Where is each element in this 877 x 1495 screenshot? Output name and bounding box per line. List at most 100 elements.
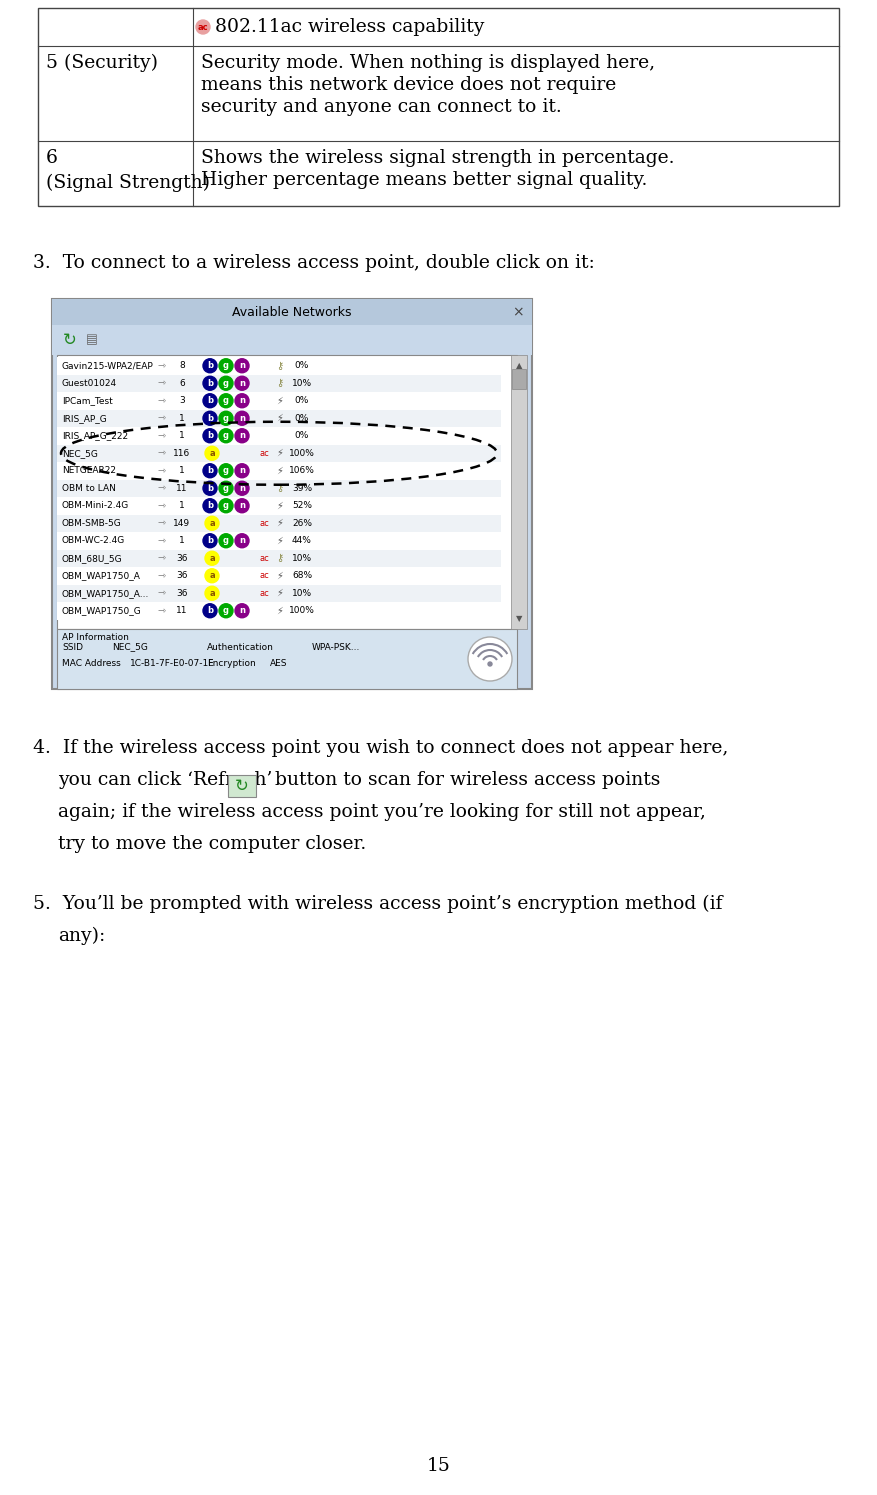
Bar xyxy=(57,532,501,550)
Text: ⇾: ⇾ xyxy=(158,588,166,598)
Text: OBM to LAN: OBM to LAN xyxy=(62,484,116,493)
Text: Authentication: Authentication xyxy=(207,643,274,652)
Circle shape xyxy=(219,604,233,617)
Bar xyxy=(57,567,501,585)
Text: 1: 1 xyxy=(179,414,185,423)
Bar xyxy=(57,428,501,444)
Text: ⚡: ⚡ xyxy=(276,519,283,528)
Bar xyxy=(512,369,526,389)
Text: 4.  If the wireless access point you wish to connect does not appear here,: 4. If the wireless access point you wish… xyxy=(33,739,729,756)
Circle shape xyxy=(235,359,249,372)
Text: b: b xyxy=(207,378,213,387)
Circle shape xyxy=(235,604,249,617)
Bar xyxy=(57,444,501,462)
Text: OBM_WAP1750_A: OBM_WAP1750_A xyxy=(62,571,141,580)
Circle shape xyxy=(219,411,233,425)
Text: IPCam_Test: IPCam_Test xyxy=(62,396,113,405)
Bar xyxy=(57,392,501,410)
Text: OBM_68U_5G: OBM_68U_5G xyxy=(62,553,123,562)
Text: ⚡: ⚡ xyxy=(276,448,283,459)
Text: button to scan for wireless access points: button to scan for wireless access point… xyxy=(263,771,660,789)
Text: 11: 11 xyxy=(176,607,188,616)
Text: means this network device does not require: means this network device does not requi… xyxy=(201,76,617,94)
Text: ⇾: ⇾ xyxy=(158,413,166,423)
Text: 5 (Security): 5 (Security) xyxy=(46,54,158,72)
Text: 3: 3 xyxy=(179,396,185,405)
Text: 10%: 10% xyxy=(292,378,312,387)
Text: NETGEAR22: NETGEAR22 xyxy=(62,466,116,475)
Text: IRIS_AP_G_222: IRIS_AP_G_222 xyxy=(62,431,128,440)
Text: ⚡: ⚡ xyxy=(276,466,283,475)
Text: 0%: 0% xyxy=(295,396,310,405)
Circle shape xyxy=(235,377,249,390)
Circle shape xyxy=(203,604,217,617)
Text: g: g xyxy=(223,501,229,510)
Bar xyxy=(57,514,501,532)
Circle shape xyxy=(203,393,217,408)
Bar xyxy=(57,496,501,514)
Text: ⇾: ⇾ xyxy=(158,448,166,459)
Text: 15: 15 xyxy=(426,1458,451,1476)
Text: g: g xyxy=(223,414,229,423)
Text: ⇾: ⇾ xyxy=(158,360,166,371)
Text: ⇾: ⇾ xyxy=(158,519,166,528)
Text: n: n xyxy=(239,414,245,423)
Text: n: n xyxy=(239,607,245,616)
Text: ⚷: ⚷ xyxy=(276,483,283,493)
Circle shape xyxy=(219,499,233,513)
Text: n: n xyxy=(239,362,245,371)
Text: AP Information: AP Information xyxy=(62,632,129,641)
Circle shape xyxy=(235,499,249,513)
Text: 44%: 44% xyxy=(292,537,312,546)
Text: security and anyone can connect to it.: security and anyone can connect to it. xyxy=(201,99,562,117)
Text: 1: 1 xyxy=(179,501,185,510)
Text: ⇾: ⇾ xyxy=(158,571,166,580)
Text: ac: ac xyxy=(197,22,209,31)
Text: g: g xyxy=(223,607,229,616)
Text: b: b xyxy=(207,607,213,616)
Text: 10%: 10% xyxy=(292,553,312,562)
Text: WPA-PSK...: WPA-PSK... xyxy=(312,643,360,652)
Text: b: b xyxy=(207,537,213,546)
Text: 1C-B1-7F-E0-07-1F: 1C-B1-7F-E0-07-1F xyxy=(130,658,214,667)
Text: ⇾: ⇾ xyxy=(158,535,166,546)
Text: NEC_5G: NEC_5G xyxy=(62,448,98,457)
Text: a: a xyxy=(210,519,215,528)
Text: Guest01024: Guest01024 xyxy=(62,378,118,387)
Text: n: n xyxy=(239,396,245,405)
Text: Higher percentage means better signal quality.: Higher percentage means better signal qu… xyxy=(201,170,647,188)
Text: ⚡: ⚡ xyxy=(276,501,283,511)
Text: 5.  You’ll be prompted with wireless access point’s encryption method (if: 5. You’ll be prompted with wireless acce… xyxy=(33,896,723,913)
Text: ⇾: ⇾ xyxy=(158,431,166,441)
Text: ⇾: ⇾ xyxy=(158,466,166,475)
Text: ⚷: ⚷ xyxy=(276,360,283,371)
Text: ⚡: ⚡ xyxy=(276,413,283,423)
Text: ×: × xyxy=(512,305,524,318)
Text: ⇾: ⇾ xyxy=(158,553,166,564)
Text: 0%: 0% xyxy=(295,414,310,423)
Text: 52%: 52% xyxy=(292,501,312,510)
Bar xyxy=(57,354,517,629)
Text: 0%: 0% xyxy=(295,362,310,371)
Circle shape xyxy=(219,377,233,390)
Bar xyxy=(57,602,501,619)
Circle shape xyxy=(203,463,217,478)
Text: ac: ac xyxy=(259,553,269,562)
Circle shape xyxy=(205,586,219,601)
Text: ⚡: ⚡ xyxy=(276,605,283,616)
Text: g: g xyxy=(223,396,229,405)
Text: ac: ac xyxy=(259,448,269,457)
Text: 802.11ac wireless capability: 802.11ac wireless capability xyxy=(215,18,484,36)
Text: ⇾: ⇾ xyxy=(158,396,166,405)
Text: g: g xyxy=(223,484,229,493)
Text: 100%: 100% xyxy=(289,607,315,616)
Circle shape xyxy=(203,499,217,513)
Text: 3.  To connect to a wireless access point, double click on it:: 3. To connect to a wireless access point… xyxy=(33,254,595,272)
Text: you can click ‘Refresh’: you can click ‘Refresh’ xyxy=(58,771,273,789)
Text: n: n xyxy=(239,484,245,493)
Text: Available Networks: Available Networks xyxy=(232,305,352,318)
Text: b: b xyxy=(207,362,213,371)
Text: n: n xyxy=(239,378,245,387)
Text: ↻: ↻ xyxy=(235,777,249,795)
Bar xyxy=(57,375,501,392)
